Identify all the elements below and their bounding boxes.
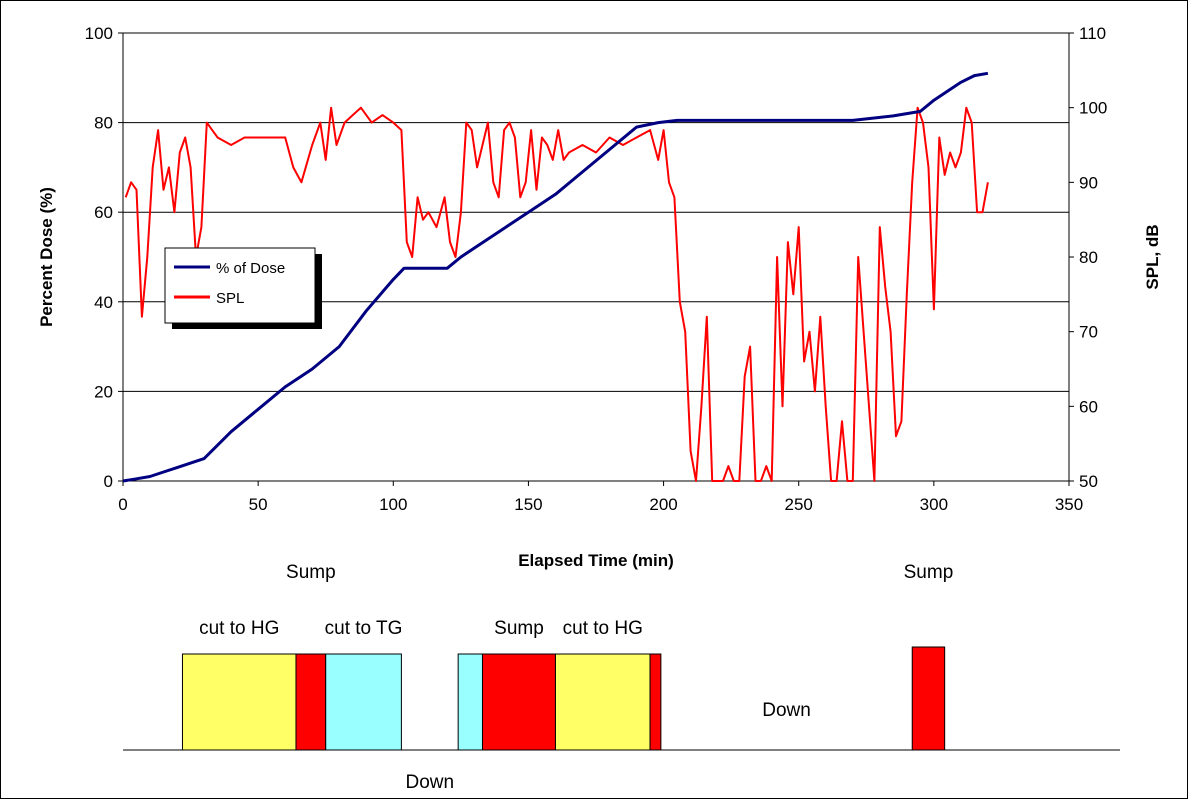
x-tick-label: 200 <box>649 495 677 514</box>
activity-block-cut <box>554 653 651 751</box>
series-lines <box>122 71 989 483</box>
x-tick-label: 250 <box>785 495 813 514</box>
activity-label: cut to HG <box>199 618 279 639</box>
x-tick-label: 100 <box>379 495 407 514</box>
right-tick-label: 100 <box>1079 99 1107 118</box>
activity-block-sump <box>649 653 662 751</box>
x-tick-label: 0 <box>118 495 127 514</box>
legend-box <box>164 247 316 324</box>
activity-block-tg <box>457 653 483 751</box>
x-axis-ticks: 0 50 100 150 200 250 300 350 <box>118 481 1083 514</box>
spl-line <box>124 106 989 482</box>
activity-label: Down <box>762 700 811 721</box>
left-tick-label: 100 <box>85 24 113 43</box>
x-tick-label: 300 <box>920 495 948 514</box>
right-axis-title: SPL, dB <box>1143 224 1162 289</box>
right-tick-label: 50 <box>1079 472 1098 491</box>
x-tick-label: 150 <box>514 495 542 514</box>
left-tick-label: 20 <box>94 382 113 401</box>
activity-label: Sump <box>286 562 336 583</box>
left-tick-label: 40 <box>94 293 113 312</box>
right-tick-label: 80 <box>1079 248 1098 267</box>
activity-block-cut <box>181 653 297 751</box>
dose-line <box>122 71 989 483</box>
right-tick-label: 70 <box>1079 323 1098 342</box>
activity-label: cut to HG <box>563 618 643 639</box>
activity-label: Sump <box>494 618 544 639</box>
left-axis-ticks: 0 20 40 60 80 100 <box>85 24 123 491</box>
left-tick-label: 80 <box>94 114 113 133</box>
right-axis-ticks: 50 60 70 80 90 100 110 <box>1069 24 1107 491</box>
x-axis-title: Elapsed Time (min) <box>518 551 674 570</box>
left-tick-label: 60 <box>94 203 113 222</box>
activity-block-sump <box>481 653 556 751</box>
x-tick-label: 350 <box>1055 495 1083 514</box>
left-axis-title: Percent Dose (%) <box>37 187 56 327</box>
activity-timeline: cut to HG Sump cut to TG Down Sump cut to HG D… <box>181 562 954 793</box>
right-tick-label: 110 <box>1079 24 1106 43</box>
activity-label: cut to TG <box>325 618 403 639</box>
x-tick-label: 50 <box>249 495 268 514</box>
activity-label: Sump <box>904 562 954 583</box>
legend-spl-label: SPL <box>216 290 244 307</box>
activity-label: Down <box>405 772 454 793</box>
activity-block-tg <box>325 653 402 751</box>
right-tick-label: 90 <box>1079 173 1098 192</box>
activity-block-sump <box>295 653 327 751</box>
activity-block-sump <box>911 646 946 751</box>
legend-dose-label: % of Dose <box>216 260 285 277</box>
left-tick-label: 0 <box>104 472 113 491</box>
legend: % of Dose SPL <box>164 247 322 329</box>
right-tick-label: 60 <box>1079 397 1098 416</box>
